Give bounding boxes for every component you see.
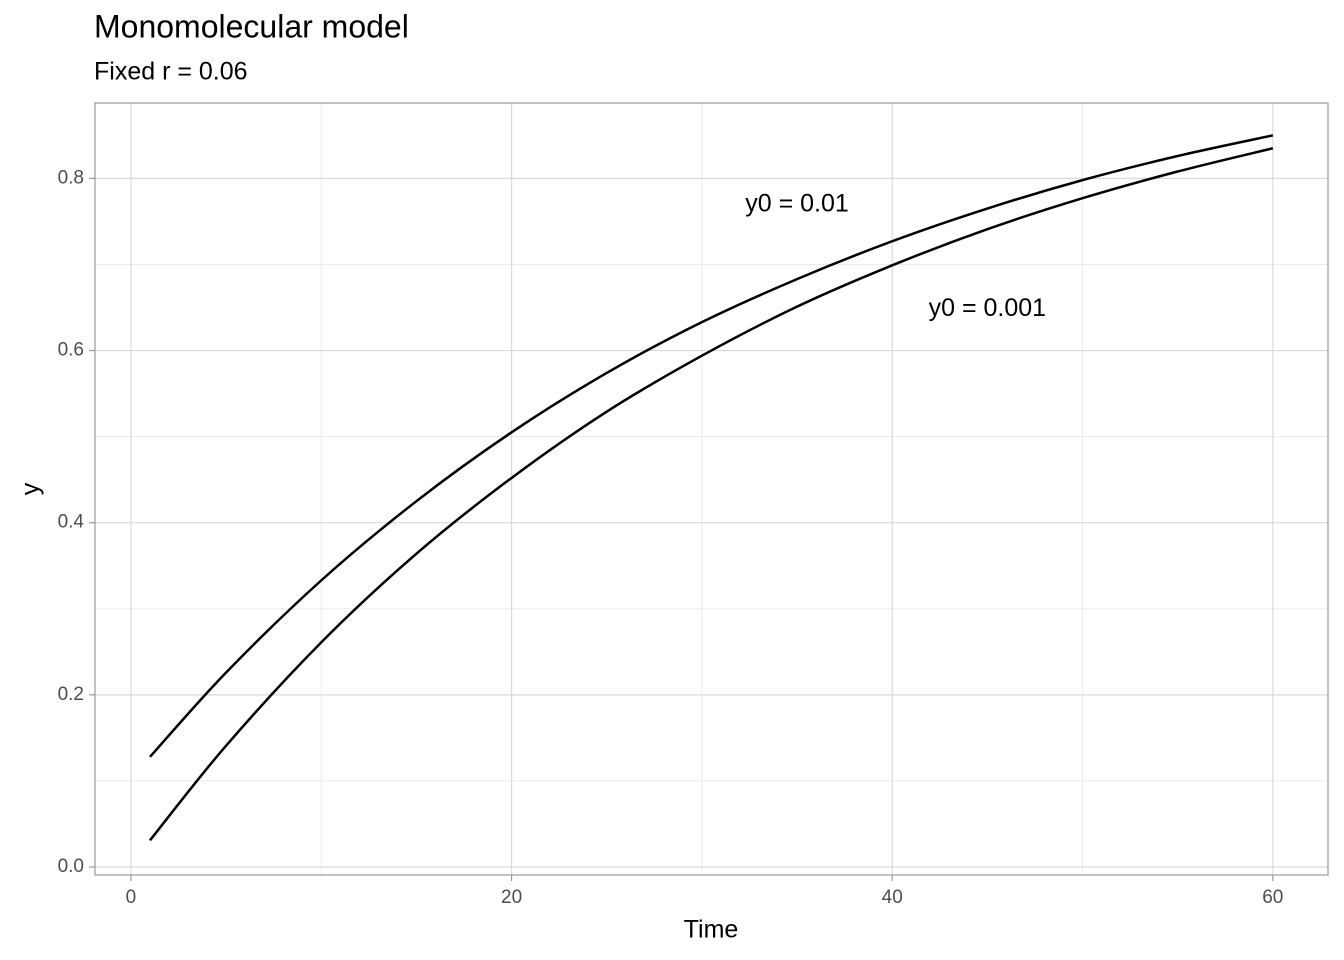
line [149,134,1274,758]
annotation: y0 = 0.01 [745,190,849,218]
chart-subtitle: Fixed r = 0.06 [94,58,248,86]
y-axis-label: y [17,482,45,495]
x-tick-label: 60 [1262,887,1283,908]
chart-title: Monomolecular model [94,8,409,44]
annotation: y0 = 0.001 [929,294,1046,322]
y-tick-label: 0.4 [58,512,85,533]
x-tick-label: 40 [882,887,903,908]
y-tick-label: 0.0 [58,856,84,877]
x-tick-label: 20 [501,887,522,908]
y-tick-label: 0.6 [58,340,84,361]
panel-border [94,102,1329,876]
x-tick-label: 0 [126,887,137,908]
y-tick-label: 0.8 [58,167,84,188]
x-axis-label: Time [684,916,739,944]
y-tick-label: 0.2 [58,684,84,705]
line [149,147,1274,842]
